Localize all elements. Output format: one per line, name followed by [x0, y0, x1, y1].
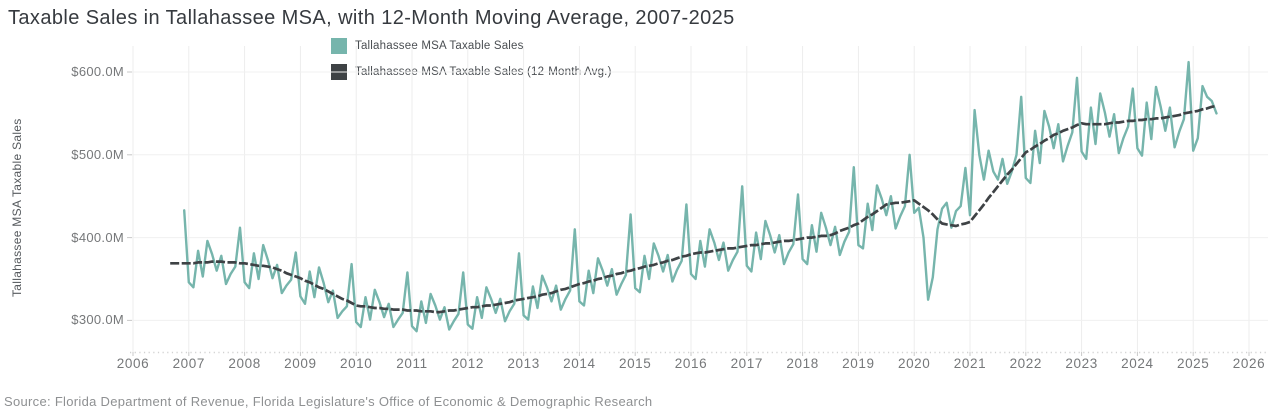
x-tick-label: 2022	[1009, 356, 1043, 371]
x-tick-label: 2007	[172, 356, 206, 371]
moving-average-line[interactable]	[170, 104, 1217, 314]
y-tick-label: $500.0M	[71, 146, 124, 162]
x-tick-label: 2009	[284, 356, 317, 371]
y-tick-label: $300.0M	[71, 312, 124, 328]
x-tick-label: 2021	[953, 356, 987, 371]
x-tick-label: 2016	[674, 356, 708, 371]
x-tick-label: 2014	[563, 356, 596, 371]
x-tick-label: 2018	[786, 356, 819, 371]
chart-title: Taxable Sales in Tallahassee MSA, with 1…	[8, 7, 735, 29]
legend-swatch-teal	[331, 38, 347, 54]
x-tick-label: 2024	[1121, 356, 1154, 371]
x-tick-label: 2017	[730, 356, 764, 371]
x-tick-label: 2015	[618, 356, 652, 371]
x-tick-label: 2006	[116, 356, 150, 371]
legend-item-taxable-sales[interactable]: Tallahassee MSA Taxable Sales	[331, 38, 612, 54]
x-tick-label: 2011	[396, 356, 428, 371]
source-credit: Source: Florida Department of Revenue, F…	[4, 394, 653, 409]
x-tick-label: 2008	[228, 356, 261, 371]
x-tick-label: 2025	[1176, 356, 1210, 371]
x-tick-label: 2023	[1065, 356, 1098, 371]
y-tick-label: $600.0M	[71, 64, 124, 79]
legend-label: Tallahassee MSA Taxable Sales	[355, 40, 524, 52]
x-tick-label: 2026	[1232, 356, 1266, 371]
taxable-sales-line[interactable]	[183, 60, 1218, 333]
x-tick-label: 2012	[451, 356, 485, 371]
x-tick-label: 2019	[842, 356, 875, 371]
y-tick-label: $400.0M	[71, 229, 124, 245]
x-tick-label: 2020	[897, 356, 931, 371]
x-tick-label: 2013	[507, 356, 540, 371]
x-tick-label: 2010	[339, 356, 373, 371]
